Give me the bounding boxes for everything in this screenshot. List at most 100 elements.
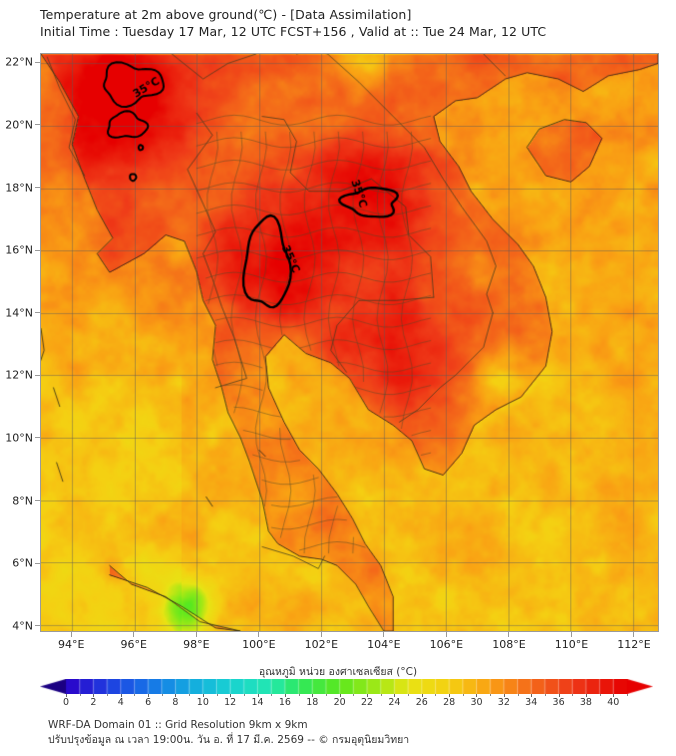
colorbar[interactable]: [40, 679, 653, 694]
colorbar-minor-tick-mark: [490, 694, 492, 696]
x-axis-tick-mark: [445, 632, 447, 637]
colorbar-tick-label: 14: [251, 697, 264, 708]
colorbar-tick-mark: [613, 694, 615, 697]
colorbar-tick-label: 28: [443, 697, 456, 708]
colorbar-tick-label: 34: [525, 697, 538, 708]
colorbar-tick-mark: [257, 694, 259, 697]
colorbar-tick-mark: [312, 694, 314, 697]
colorbar-minor-tick-mark: [134, 694, 136, 696]
colorbar-minor-tick-mark: [353, 694, 355, 696]
colorbar-tick-mark: [367, 694, 369, 697]
colorbar-minor-tick-mark: [408, 694, 410, 696]
y-axis-tick-label: 16°N: [5, 243, 33, 257]
colorbar-minor-tick-mark: [572, 694, 574, 696]
colorbar-tick-mark: [531, 694, 533, 697]
colorbar-minor-tick-mark: [298, 694, 300, 696]
colorbar-minor-tick-mark: [107, 694, 109, 696]
colorbar-tick-label: 18: [306, 697, 319, 708]
colorbar-tick-mark: [503, 694, 505, 697]
colorbar-tick-mark: [93, 694, 95, 697]
y-axis-tick-mark: [35, 187, 40, 189]
colorbar-tick-mark: [394, 694, 396, 697]
y-axis-tick-mark: [35, 61, 40, 63]
y-axis-tick-mark: [35, 124, 40, 126]
y-axis-tick-label: 10°N: [5, 431, 33, 445]
colorbar-tick-mark: [66, 694, 67, 697]
y-axis-tick-mark: [35, 500, 40, 502]
colorbar-tick-label: 6: [145, 697, 152, 708]
colorbar-minor-tick-mark: [380, 694, 382, 696]
colorbar-minor-tick-mark: [627, 694, 628, 696]
x-axis-tick-label: 108°E: [492, 638, 526, 651]
x-axis-tick-mark: [70, 632, 72, 637]
x-axis-tick-mark: [133, 632, 135, 637]
x-axis-tick-mark: [508, 632, 510, 637]
colorbar-tick-mark: [175, 694, 177, 697]
colorbar-tick-label: 12: [224, 697, 237, 708]
colorbar-tick-label: 22: [360, 697, 374, 708]
colorbar-title: อุณหภูมิ หน่วย องศาเซลเซียส (°C): [258, 666, 418, 678]
colorbar-minor-tick-mark: [517, 694, 519, 696]
colorbar-minor-tick-mark: [243, 694, 245, 696]
y-axis-tick-label: 6°N: [12, 556, 33, 570]
x-axis-tick-mark: [633, 632, 635, 637]
y-axis-tick-mark: [35, 374, 40, 376]
colorbar-gradient: [40, 679, 653, 694]
y-axis-tick-label: 22°N: [5, 55, 33, 69]
y-axis-tick-label: 4°N: [12, 619, 33, 633]
y-axis-tick-label: 8°N: [12, 494, 33, 508]
colorbar-tick-label: 26: [415, 697, 428, 708]
x-axis-tick-label: 96°E: [120, 638, 148, 651]
colorbar-tick-label: 32: [497, 697, 510, 708]
chart-title: Temperature at 2m above ground(℃) - [Dat…: [40, 7, 412, 22]
colorbar-tick-mark: [202, 694, 204, 697]
colorbar-tick-label: 0: [62, 697, 70, 708]
chart-header: Temperature at 2m above ground(℃) - [Dat…: [40, 6, 660, 40]
y-axis-tick-mark: [35, 437, 40, 439]
colorbar-minor-tick-mark: [79, 694, 81, 696]
x-axis-tick-label: 110°E: [554, 638, 589, 651]
x-axis-tick-label: 104°E: [367, 638, 401, 651]
colorbar-tick-label: 10: [196, 697, 209, 708]
y-axis-tick-mark: [35, 562, 40, 564]
colorbar-tick-mark: [585, 694, 587, 697]
footer-model-info: WRF-DA Domain 01 :: Grid Resolution 9km …: [48, 719, 308, 731]
x-axis-tick-mark: [195, 632, 197, 637]
colorbar-tick-mark: [449, 694, 451, 697]
x-axis-tick-label: 106°E: [429, 638, 464, 651]
colorbar-tick-mark: [120, 694, 122, 697]
colorbar-minor-tick-mark: [544, 694, 546, 696]
colorbar-tick-mark: [476, 694, 478, 697]
x-axis-tick-mark: [570, 632, 572, 637]
y-axis-tick-mark: [35, 625, 40, 627]
colorbar-tick-mark: [284, 694, 286, 697]
colorbar-tick-mark: [421, 694, 423, 697]
footer-credit: ปรับปรุงข้อมูล ณ เวลา 19:00น. วัน อ. ที่…: [48, 734, 410, 746]
colorbar-minor-tick-mark: [435, 694, 437, 696]
y-axis-tick-label: 20°N: [5, 118, 33, 132]
colorbar-tick-label: 38: [579, 697, 592, 708]
colorbar-minor-tick-mark: [216, 694, 218, 696]
colorbar-tick-mark: [558, 694, 560, 697]
x-axis-tick-label: 94°E: [58, 638, 85, 651]
colorbar-minor-tick-mark: [325, 694, 327, 696]
chart-subtitle: Initial Time : Tuesday 17 Mar, 12 UTC FC…: [40, 24, 547, 39]
colorbar-minor-tick-mark: [599, 694, 601, 696]
map-plot-area[interactable]: [40, 53, 659, 632]
x-axis-tick-label: 100°E: [242, 638, 276, 651]
chart-footer: WRF-DA Domain 01 :: Grid Resolution 9km …: [48, 718, 648, 748]
y-axis-tick-mark: [35, 249, 40, 251]
colorbar-tick-label: 2: [90, 697, 97, 708]
colorbar-tick-mark: [148, 694, 150, 697]
x-axis-tick-label: 112°E: [617, 638, 651, 651]
colorbar-tick-label: 24: [388, 697, 401, 708]
colorbar-tick-mark: [339, 694, 341, 697]
y-axis-tick-label: 18°N: [5, 181, 33, 195]
x-axis-tick-label: 98°E: [183, 638, 210, 651]
colorbar-minor-tick-mark: [271, 694, 273, 696]
x-axis-tick-mark: [320, 632, 322, 637]
y-axis-tick-label: 14°N: [5, 306, 33, 320]
colorbar-tick-label: 40: [607, 697, 620, 708]
y-axis-tick-label: 12°N: [5, 368, 33, 382]
colorbar-tick-label: 16: [278, 697, 291, 708]
